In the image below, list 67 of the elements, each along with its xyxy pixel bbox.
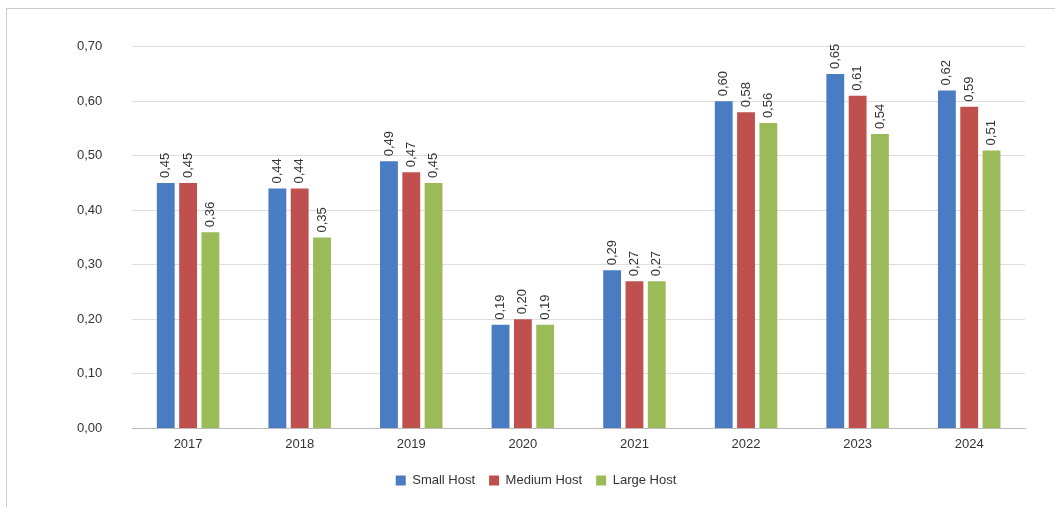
data-label: 0,51 xyxy=(983,120,999,146)
data-label: 0,44 xyxy=(291,158,307,184)
bar xyxy=(201,232,220,428)
data-label: 0,29 xyxy=(603,240,619,266)
data-label: 0,59 xyxy=(960,76,976,102)
y-tick-label: 0,10 xyxy=(76,365,103,381)
data-label: 0,20 xyxy=(514,289,530,315)
data-label: 0,65 xyxy=(826,43,842,70)
y-tick-label: 0,20 xyxy=(76,310,103,326)
bar xyxy=(290,188,309,428)
bar xyxy=(156,183,175,428)
y-tick-label: 0,70 xyxy=(76,38,103,54)
bar xyxy=(647,281,666,428)
bar xyxy=(714,101,733,428)
x-tick-label: 2017 xyxy=(173,435,203,451)
data-label: 0,54 xyxy=(871,103,887,130)
x-tick-label: 2023 xyxy=(843,435,873,451)
legend-label: Large Host xyxy=(612,472,677,488)
bar xyxy=(982,150,1001,428)
data-label: 0,62 xyxy=(938,60,954,86)
x-tick-label: 2018 xyxy=(285,435,315,451)
data-label: 0,19 xyxy=(536,294,552,320)
bar xyxy=(826,74,845,428)
x-tick-label: 2021 xyxy=(619,435,649,451)
x-tick-label: 2019 xyxy=(396,435,426,451)
data-label: 0,58 xyxy=(737,81,753,108)
data-label: 0,61 xyxy=(849,65,865,91)
x-tick-label: 2020 xyxy=(508,435,538,451)
bar xyxy=(268,188,287,428)
bar xyxy=(179,183,198,428)
data-label: 0,45 xyxy=(157,152,173,179)
y-tick-label: 0,40 xyxy=(76,201,103,217)
data-label: 0,45 xyxy=(425,152,441,179)
bar xyxy=(625,281,644,428)
x-tick-label: 2024 xyxy=(954,435,984,451)
legend-label: Medium Host xyxy=(505,472,583,488)
bar xyxy=(871,134,889,428)
bar xyxy=(380,161,398,428)
bar xyxy=(737,112,755,428)
bar xyxy=(424,183,443,428)
bar xyxy=(536,324,555,428)
legend-label: Small Host xyxy=(412,472,476,488)
data-label: 0,36 xyxy=(201,201,217,228)
y-tick-label: 0,30 xyxy=(76,256,103,272)
data-label: 0,27 xyxy=(626,250,642,277)
bar xyxy=(603,270,622,428)
data-label: 0,49 xyxy=(380,130,396,157)
data-label: 0,47 xyxy=(402,141,418,168)
bar xyxy=(937,90,956,428)
data-label: 0,45 xyxy=(179,152,195,179)
data-label: 0,35 xyxy=(313,207,329,233)
bar xyxy=(759,123,778,428)
data-label: 0,27 xyxy=(648,250,664,277)
bar xyxy=(848,95,867,428)
y-tick-label: 0,00 xyxy=(76,419,103,435)
data-label: 0,19 xyxy=(492,294,508,320)
data-label: 0,56 xyxy=(759,92,775,119)
bar xyxy=(313,237,331,428)
y-tick-label: 0,60 xyxy=(76,92,103,108)
bar xyxy=(491,324,510,428)
data-label: 0,60 xyxy=(715,71,731,97)
bar xyxy=(960,106,979,428)
y-tick-label: 0,50 xyxy=(76,147,103,163)
bar xyxy=(402,172,421,428)
data-label: 0,44 xyxy=(268,158,284,184)
bar xyxy=(513,319,532,428)
x-tick-label: 2022 xyxy=(731,435,761,451)
